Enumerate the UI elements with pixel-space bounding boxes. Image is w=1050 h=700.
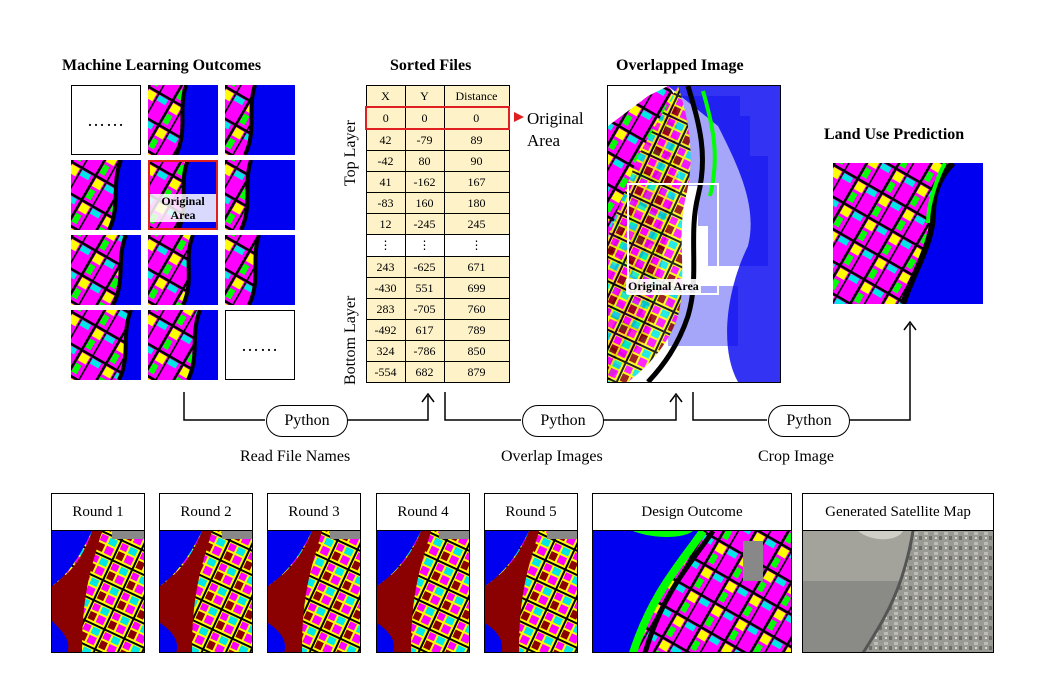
table-cell: 699	[443, 277, 510, 299]
round-title: Design Outcome	[593, 494, 791, 531]
table-cell: 789	[443, 319, 510, 341]
round-1-panel: Round 1	[51, 493, 145, 653]
column-header: Distance	[443, 85, 510, 108]
table-cell: 283	[365, 298, 406, 320]
round-image	[160, 531, 252, 652]
table-cell: ⋮	[443, 234, 510, 257]
outcome-tile	[71, 160, 141, 230]
round-title: Round 3	[268, 494, 360, 531]
table-cell: 245	[443, 213, 510, 235]
round-4-panel: Round 4	[376, 493, 470, 653]
python-step-crop: Python	[768, 405, 850, 437]
original-area-tile: Original Area	[148, 160, 218, 230]
round-image	[52, 531, 144, 652]
table-cell: 617	[404, 319, 445, 341]
round-3-panel: Round 3	[267, 493, 361, 653]
sorted-files-heading: Sorted Files	[390, 57, 472, 74]
satellite-map-panel: Generated Satellite Map	[802, 493, 994, 653]
original-area-annotation: Original Area	[527, 109, 584, 150]
table-cell: 89	[443, 128, 510, 151]
land-use-prediction-image	[833, 163, 983, 304]
table-row: -554 682 879	[365, 361, 510, 383]
table-cell: 160	[404, 192, 445, 214]
table-cell: 850	[443, 340, 510, 362]
table-row: -430 551 699	[365, 277, 510, 299]
table-cell: 0	[443, 106, 510, 130]
table-cell: 671	[443, 256, 510, 278]
table-cell: 324	[365, 340, 406, 362]
ellipsis-tile: ……	[71, 85, 141, 155]
table-cell: 760	[443, 298, 510, 320]
ellipsis-tile: ……	[225, 310, 295, 380]
round-image	[268, 531, 360, 652]
python-step-overlap: Python	[522, 405, 604, 437]
step-crop-image: Crop Image	[758, 448, 834, 465]
outcome-tile	[148, 310, 218, 380]
outcome-tile	[148, 235, 218, 305]
table-row: 42 -79 89	[365, 128, 510, 151]
original-area-label: Original Area	[150, 194, 216, 222]
table-row-highlighted: 0 0 0	[365, 106, 510, 130]
overlapped-image: Original Area	[607, 85, 781, 383]
overlapped-image-heading: Overlapped Image	[616, 57, 744, 74]
sorted-files-table: X Y Distance 0 0 0 42 -79 89 -42 80 90 41 -16…	[365, 85, 510, 383]
round-title: Round 5	[485, 494, 577, 531]
satellite-map-image	[803, 530, 993, 652]
table-cell: -554	[365, 361, 406, 383]
design-outcome-image	[593, 528, 791, 652]
outcome-tile	[71, 310, 141, 380]
outcome-tile	[71, 235, 141, 305]
table-row: 12 -245 245	[365, 213, 510, 235]
round-image	[485, 531, 577, 652]
step-read-file-names: Read File Names	[240, 448, 351, 465]
table-cell: 551	[404, 277, 445, 299]
ml-outcomes-heading: Machine Learning Outcomes	[62, 57, 262, 74]
ellipsis-text: ……	[87, 109, 125, 130]
round-5-panel: Round 5	[484, 493, 578, 653]
outcome-tile	[225, 160, 295, 230]
ellipsis-text: ……	[241, 334, 279, 355]
table-cell: 682	[404, 361, 445, 383]
table-cell: 90	[443, 150, 510, 172]
table-row: -42 80 90	[365, 150, 510, 172]
table-row: 324 -786 850	[365, 340, 510, 362]
round-title: Round 1	[52, 494, 144, 531]
step-overlap-images: Overlap Images	[501, 448, 603, 465]
table-row: -492 617 789	[365, 319, 510, 341]
table-cell: 879	[443, 361, 510, 383]
column-header: X	[365, 85, 406, 108]
table-cell: 0	[365, 106, 406, 130]
outcome-tile	[225, 235, 295, 305]
table-cell: 12	[365, 213, 406, 235]
outcome-tile	[225, 85, 295, 155]
table-row: 243 -625 671	[365, 256, 510, 278]
table-cell: 180	[443, 192, 510, 214]
python-step-read: Python	[266, 405, 348, 437]
land-use-prediction-heading: Land Use Prediction	[824, 126, 965, 143]
round-title: Generated Satellite Map	[803, 494, 993, 531]
table-cell: -625	[404, 256, 445, 278]
table-cell: -786	[404, 340, 445, 362]
pointer-arrow-icon	[514, 112, 524, 122]
round-title: Round 2	[160, 494, 252, 531]
round-2-panel: Round 2	[159, 493, 253, 653]
table-cell: ⋮	[404, 234, 445, 257]
round-image	[377, 531, 469, 652]
original-area-label: Original Area	[626, 279, 701, 294]
outcome-tile	[148, 85, 218, 155]
table-row: 283 -705 760	[365, 298, 510, 320]
column-header: Y	[404, 85, 445, 108]
table-cell: -245	[404, 213, 445, 235]
table-cell: -162	[404, 171, 445, 193]
design-outcome-panel: Design Outcome	[592, 493, 792, 653]
table-cell: -492	[365, 319, 406, 341]
table-cell: 0	[404, 106, 445, 130]
table-header-row: X Y Distance	[365, 85, 510, 108]
table-cell: -79	[404, 128, 445, 151]
table-row: -83 160 180	[365, 192, 510, 214]
round-title: Round 4	[377, 494, 469, 531]
